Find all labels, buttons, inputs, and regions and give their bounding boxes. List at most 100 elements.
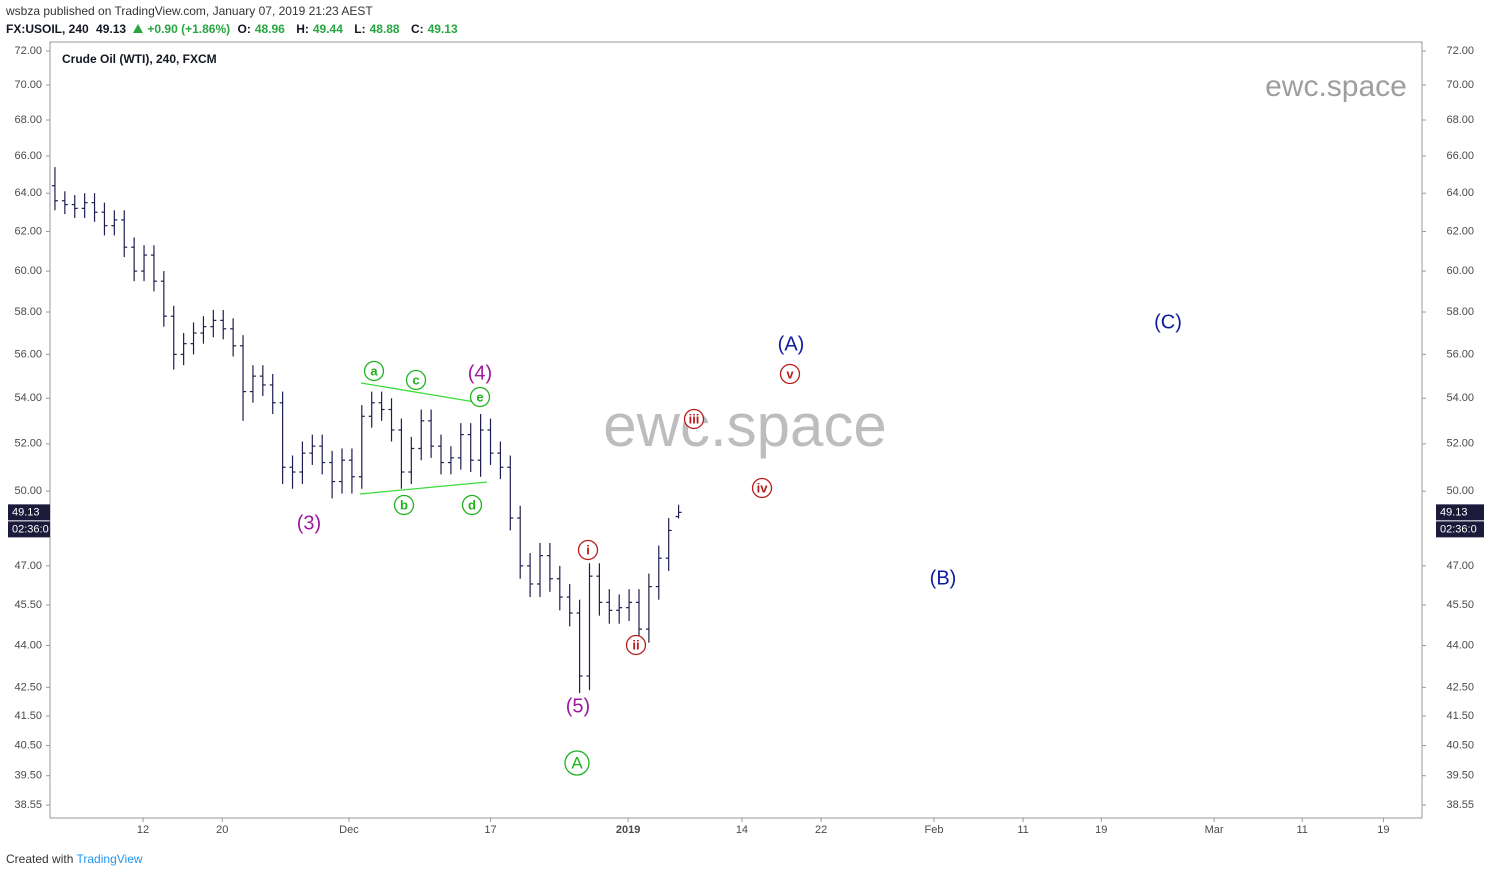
last-price: 49.13 <box>96 22 127 36</box>
wave-label: v <box>786 366 794 381</box>
y-tick-label: 68.00 <box>14 114 42 126</box>
y-tick-label: 44.00 <box>1446 639 1474 651</box>
wave-label: d <box>468 497 476 512</box>
x-tick-label: 14 <box>736 824 748 836</box>
y-tick-label: 41.50 <box>14 710 42 722</box>
x-tick-label: 20 <box>216 824 228 836</box>
y-tick-label: 38.55 <box>14 799 42 811</box>
symbol-info: FX:USOIL, 240 49.13 +0.90 (+1.86%) O: 48.… <box>6 22 466 36</box>
countdown-box <box>1436 521 1484 538</box>
label: C: <box>410 22 424 36</box>
y-tick-label: 58.00 <box>14 306 42 318</box>
publish-info: wsbza published on TradingView.com, Janu… <box>6 4 373 18</box>
wave-circle <box>405 369 427 391</box>
y-tick-label: 42.50 <box>1446 681 1474 693</box>
y-tick-label: 58.00 <box>1446 306 1474 318</box>
y-tick-label: 44.00 <box>14 639 42 651</box>
footer: Created with TradingView <box>6 852 143 866</box>
price-box <box>1436 504 1484 521</box>
trend-line <box>360 382 488 405</box>
wave-label: (5) <box>566 695 590 717</box>
wave-label: (B) <box>930 567 957 589</box>
y-tick-label: 39.50 <box>1446 770 1474 782</box>
x-tick-label: 19 <box>1095 824 1107 836</box>
y-tick-label: 39.50 <box>14 770 42 782</box>
countdown: 02:36:0 <box>1440 523 1477 535</box>
y-tick-label: 72.00 <box>1446 45 1474 57</box>
y-tick-label: 50.00 <box>14 485 42 497</box>
x-tick-label: 11 <box>1297 824 1308 836</box>
wave-circle <box>625 634 647 656</box>
y-tick-label: 40.50 <box>14 739 42 751</box>
watermark: ewc.space <box>1265 70 1407 103</box>
wave-label: i <box>586 542 590 557</box>
y-tick-label: 50.00 <box>1446 485 1474 497</box>
value: 48.88 <box>369 22 400 36</box>
y-tick-label: 42.50 <box>14 681 42 693</box>
wave-label: (3) <box>297 512 321 534</box>
y-tick-label: 47.00 <box>14 560 42 572</box>
label: H: <box>296 22 309 36</box>
y-tick-label: 60.00 <box>14 265 42 277</box>
wave-circle <box>751 477 773 499</box>
wave-label: iii <box>689 411 700 426</box>
price-label: 49.13 <box>1440 506 1468 518</box>
high-label: H: 49.44 <box>296 22 347 36</box>
value: 48.96 <box>254 22 285 36</box>
plot-border <box>49 41 1423 819</box>
y-tick-label: 66.00 <box>14 150 42 162</box>
y-tick-label: 56.00 <box>14 348 42 360</box>
y-tick-label: 47.00 <box>1446 560 1474 572</box>
y-tick-label: 40.50 <box>1446 739 1474 751</box>
y-tick-label: 64.00 <box>14 187 42 199</box>
open-label: O: 48.96 <box>237 22 288 36</box>
low-label: L: 48.88 <box>354 22 403 36</box>
value: 49.13 <box>427 22 458 36</box>
x-tick-label: 2019 <box>616 824 640 836</box>
wave-label: b <box>400 497 408 512</box>
price-box <box>8 504 50 521</box>
watermark: ewc.space <box>603 392 886 459</box>
y-tick-label: 64.00 <box>1446 187 1474 199</box>
created-with: Created with <box>6 852 74 866</box>
x-tick-label: Mar <box>1205 824 1224 836</box>
value: 49.44 <box>312 22 343 36</box>
y-tick-label: 52.00 <box>14 438 42 450</box>
wave-label: A <box>571 753 583 772</box>
y-tick-label: 66.00 <box>1446 150 1474 162</box>
chart-title: Crude Oil (WTI), 240, FXCM <box>62 52 217 66</box>
x-tick-label: Feb <box>924 824 943 836</box>
wave-label: (A) <box>778 333 805 355</box>
wave-circle <box>363 360 385 382</box>
x-tick-label: 12 <box>137 824 149 836</box>
y-tick-label: 60.00 <box>1446 265 1474 277</box>
up-icon <box>133 24 144 33</box>
x-tick-label: 22 <box>815 824 827 836</box>
wave-circle <box>577 539 599 561</box>
y-tick-label: 52.00 <box>1446 438 1474 450</box>
trend-line <box>359 481 488 495</box>
y-tick-label: 62.00 <box>14 225 42 237</box>
y-tick-label: 38.55 <box>1446 799 1474 811</box>
label: O: <box>237 22 251 36</box>
y-tick-label: 72.00 <box>14 45 42 57</box>
wave-label: (4) <box>468 362 492 384</box>
y-tick-label: 41.50 <box>1446 710 1474 722</box>
y-tick-label: 62.00 <box>1446 225 1474 237</box>
wave-label: a <box>370 363 378 378</box>
x-tick-label: 17 <box>484 824 496 836</box>
x-tick-label: Dec <box>339 824 359 836</box>
wave-label: e <box>476 389 483 404</box>
wave-label: (C) <box>1154 311 1182 333</box>
wave-circle <box>469 386 491 408</box>
label: L: <box>354 22 366 36</box>
wave-label: ii <box>632 637 639 652</box>
y-tick-label: 68.00 <box>1446 114 1474 126</box>
y-tick-label: 45.50 <box>14 599 42 611</box>
y-tick-label: 70.00 <box>1446 79 1474 91</box>
x-tick-label: 19 <box>1377 824 1389 836</box>
countdown-box <box>8 521 50 538</box>
y-tick-label: 70.00 <box>14 79 42 91</box>
